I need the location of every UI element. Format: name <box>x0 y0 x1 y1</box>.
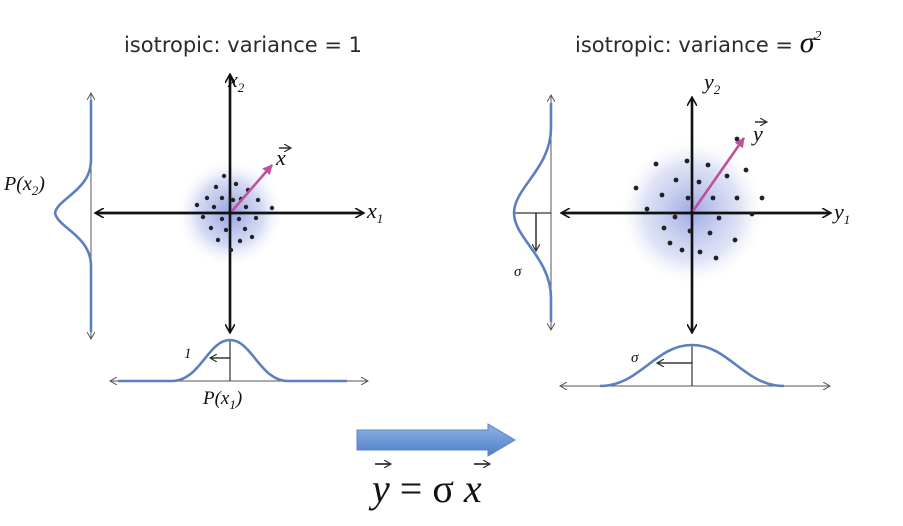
sample-point <box>724 173 730 179</box>
right-sample-points <box>633 136 765 261</box>
sample-point <box>223 227 229 233</box>
sample-point <box>653 161 659 167</box>
left-sample-points <box>194 173 275 253</box>
sample-point <box>633 185 639 191</box>
transform: y = σ x <box>356 423 516 511</box>
right-width-marker-v-label: σ <box>514 264 522 280</box>
sample-point <box>215 237 221 243</box>
sample-point <box>194 202 200 208</box>
left-marginal-y-curve <box>53 100 93 332</box>
right-width-marker-h-label: σ <box>631 350 639 366</box>
sample-point <box>219 216 225 222</box>
transform-arrow <box>356 423 516 457</box>
left-title: isotropic: variance = 1 <box>124 33 362 57</box>
sample-point <box>269 205 275 211</box>
sample-point <box>204 195 210 201</box>
left-width-marker-label: 1 <box>184 346 192 362</box>
sample-point <box>732 237 738 243</box>
right-y2-label: y2 <box>702 69 721 97</box>
sample-point <box>759 195 765 201</box>
left-marginal-y-label: P(x2) <box>3 173 45 198</box>
sample-point <box>673 177 679 183</box>
equation: y = σ x <box>368 466 482 511</box>
sample-point <box>253 215 259 221</box>
left-x1-label: x1 <box>366 198 383 226</box>
sample-point <box>213 184 219 190</box>
right-marginal-x-curve <box>599 343 785 388</box>
sample-point <box>219 195 225 201</box>
sample-point <box>255 197 261 203</box>
sample-point <box>734 136 740 142</box>
sample-point <box>221 173 227 179</box>
left-vector-x <box>231 164 273 212</box>
sample-point <box>659 192 665 198</box>
sample-point <box>685 195 691 201</box>
sample-point <box>749 211 755 217</box>
sample-point <box>243 204 249 210</box>
left-panel: isotropic: variance = 1 <box>3 33 383 412</box>
sample-point <box>644 206 650 212</box>
sample-point <box>687 228 693 234</box>
right-vector-label: y <box>751 121 763 146</box>
left-marginal-x-label: P(x1) <box>202 388 242 412</box>
sample-point <box>710 195 716 201</box>
sample-point <box>236 216 242 222</box>
sample-point <box>208 225 214 231</box>
sample-point <box>237 238 243 244</box>
sample-point <box>707 230 713 236</box>
sample-point <box>679 247 685 253</box>
sample-point <box>228 247 234 253</box>
left-marginal-x-curve <box>118 338 347 383</box>
sample-point <box>230 197 236 203</box>
sample-point <box>696 179 702 185</box>
sample-point <box>734 195 740 201</box>
sample-point <box>233 181 239 187</box>
right-title: isotropic: variance = σ2 <box>575 26 822 59</box>
sample-point <box>713 255 719 261</box>
sample-point <box>667 240 673 246</box>
sample-point <box>661 225 667 231</box>
right-y1-label: y1 <box>832 199 850 227</box>
sample-point <box>672 214 678 220</box>
sample-point <box>697 249 703 255</box>
sample-point <box>684 158 690 164</box>
sample-point <box>249 234 255 240</box>
sample-point <box>242 226 248 232</box>
sample-point <box>716 215 722 221</box>
right-vector-y <box>691 137 746 212</box>
sample-point <box>200 214 206 220</box>
left-x2-label: x2 <box>227 67 245 95</box>
sample-point <box>743 167 749 173</box>
left-vector-label: x <box>275 145 286 170</box>
sample-point <box>705 162 711 168</box>
sample-point <box>211 204 217 210</box>
right-marginal-y-curve <box>512 103 553 322</box>
right-panel: isotropic: variance = σ2 <box>512 26 850 388</box>
